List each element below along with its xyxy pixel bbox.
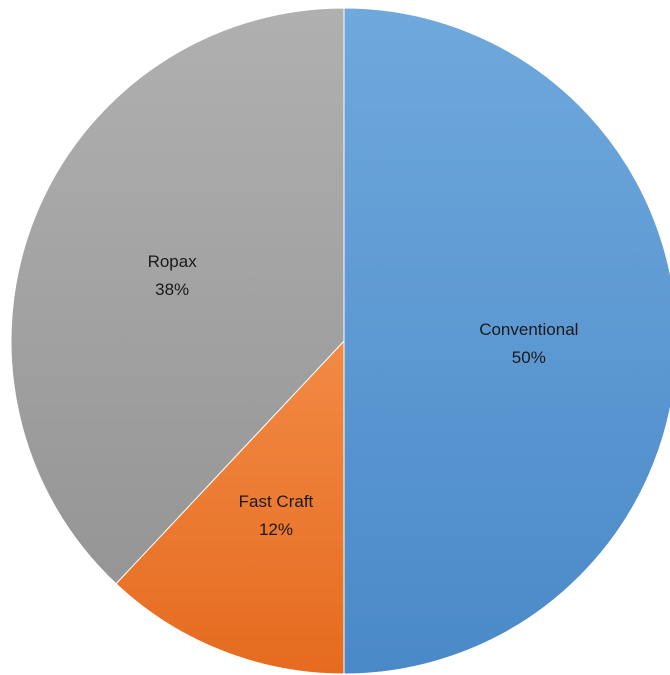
pie-slice-fast-craft bbox=[115, 339, 345, 675]
slice-category-label: Fast Craft bbox=[239, 492, 314, 511]
pie-slice-ropax bbox=[10, 7, 345, 585]
slice-category-label: Conventional bbox=[479, 320, 578, 339]
slice-percent-label: 38% bbox=[155, 280, 189, 299]
slice-category-label: Ropax bbox=[148, 252, 198, 271]
pie-label-ropax: Ropax 38% bbox=[148, 252, 198, 299]
pie-slice-conventional bbox=[343, 7, 670, 675]
pie-labels: Conventional 50% Fast Craft 12% Ropax 38% bbox=[148, 252, 579, 539]
slice-percent-label: 12% bbox=[259, 520, 293, 539]
pie-slices bbox=[10, 7, 670, 675]
pie-label-conventional: Conventional 50% bbox=[479, 320, 578, 367]
pie-label-fast-craft: Fast Craft 12% bbox=[239, 492, 314, 539]
slice-percent-label: 50% bbox=[512, 348, 546, 367]
